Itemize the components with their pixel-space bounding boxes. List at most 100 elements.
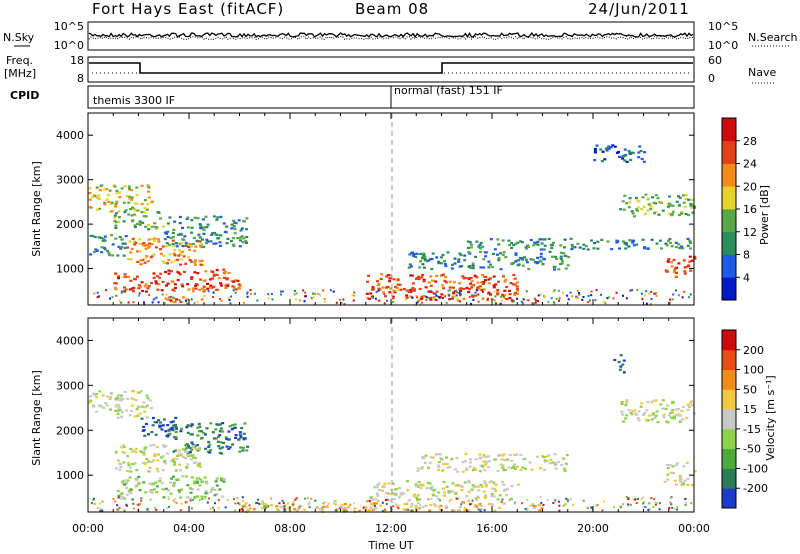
echo-cell: [152, 298, 155, 301]
echo-cell: [155, 275, 159, 278]
echo-cell: [557, 289, 560, 292]
echo-cell: [163, 238, 167, 241]
echo-cell: [133, 415, 137, 418]
echo-cell: [640, 497, 643, 500]
echo-cell: [399, 493, 403, 496]
echo-cell: [444, 505, 448, 508]
echo-cell: [123, 390, 127, 394]
echo-cell: [636, 417, 640, 420]
echo-cell: [148, 490, 152, 493]
echo-cell: [656, 197, 660, 200]
echo-cell: [110, 201, 114, 204]
echo-cell: [662, 416, 666, 419]
echo-cell: [381, 501, 384, 504]
echo-cell: [128, 476, 132, 479]
echo-cell: [451, 286, 455, 289]
echo-cell: [203, 226, 207, 229]
echo-cell: [185, 217, 189, 220]
echo-cell: [144, 247, 148, 250]
echo-cell: [500, 458, 504, 461]
echo-cell: [208, 286, 212, 289]
echo-cell: [188, 243, 192, 246]
echo-cell: [376, 494, 380, 497]
echo-cell: [392, 505, 395, 508]
echo-cell: [222, 268, 226, 271]
echo-cell: [686, 477, 690, 480]
echo-cell: [91, 195, 95, 199]
echo-cell: [663, 480, 667, 483]
echo-cell: [189, 245, 193, 248]
echo-cell: [623, 148, 627, 151]
echo-cell: [158, 424, 162, 427]
echo-cell: [479, 464, 483, 467]
echo-cell: [287, 502, 290, 505]
colorbar-tick-label: 24: [743, 158, 757, 171]
echo-cell: [409, 274, 413, 277]
echo-cell: [475, 240, 479, 243]
echo-cell: [673, 415, 676, 418]
echo-cell: [215, 288, 219, 291]
echo-cell: [186, 463, 190, 466]
echo-cell: [157, 211, 161, 214]
echo-cell: [414, 507, 417, 509]
echo-cell: [148, 293, 150, 296]
echo-cell: [353, 507, 357, 510]
echo-cell: [454, 295, 456, 298]
echo-cell: [629, 412, 633, 415]
echo-cell: [543, 459, 547, 462]
echo-cell: [474, 255, 477, 258]
echo-cell: [150, 281, 153, 285]
echo-cell: [162, 418, 166, 421]
echo-cell: [205, 238, 209, 241]
echo-cell: [631, 239, 635, 242]
echo-cell: [159, 217, 162, 220]
echo-cell: [656, 421, 660, 424]
echo-cell: [470, 280, 474, 283]
echo-cell: [421, 506, 425, 509]
echo-cell: [132, 502, 135, 505]
echo-cell: [484, 484, 488, 487]
echo-cell: [478, 470, 482, 473]
echo-cell: [91, 234, 95, 238]
echo-cell: [687, 405, 691, 408]
echo-cell: [411, 282, 415, 285]
echo-cell: [197, 233, 201, 236]
echo-cell: [395, 286, 399, 289]
echo-cell: [426, 481, 430, 484]
echo-cell: [172, 296, 175, 298]
echo-cell: [416, 301, 419, 304]
echo-cell: [481, 464, 485, 467]
echo-cell: [432, 503, 436, 506]
echo-cell: [95, 410, 99, 413]
echo-cell: [559, 257, 563, 260]
echo-cell: [419, 504, 422, 507]
echo-cell: [484, 494, 488, 497]
echo-cell: [147, 190, 151, 193]
echo-cell: [375, 280, 379, 283]
echo-cell: [381, 485, 385, 488]
echo-cell: [231, 424, 235, 427]
echo-cell: [664, 242, 668, 245]
echo-cell: [562, 252, 566, 255]
echo-cell: [666, 404, 670, 407]
echo-cell: [131, 498, 134, 501]
echo-cell: [178, 249, 181, 252]
echo-cell: [667, 258, 671, 261]
echo-cell: [539, 255, 543, 258]
echo-cell: [497, 454, 501, 457]
echo-cell: [454, 484, 458, 487]
echo-cell: [184, 244, 188, 247]
echo-cell: [347, 505, 351, 508]
echo-cell: [659, 201, 663, 204]
echo-cell: [92, 392, 95, 395]
echo-cell: [98, 502, 101, 505]
echo-cell: [569, 237, 573, 240]
echo-cell: [241, 508, 244, 510]
echo-cell: [516, 241, 520, 244]
echo-cell: [657, 213, 661, 216]
echo-cell: [682, 259, 686, 262]
echo-cell: [299, 299, 302, 302]
echo-cell: [562, 467, 566, 470]
echo-cell: [414, 485, 418, 488]
